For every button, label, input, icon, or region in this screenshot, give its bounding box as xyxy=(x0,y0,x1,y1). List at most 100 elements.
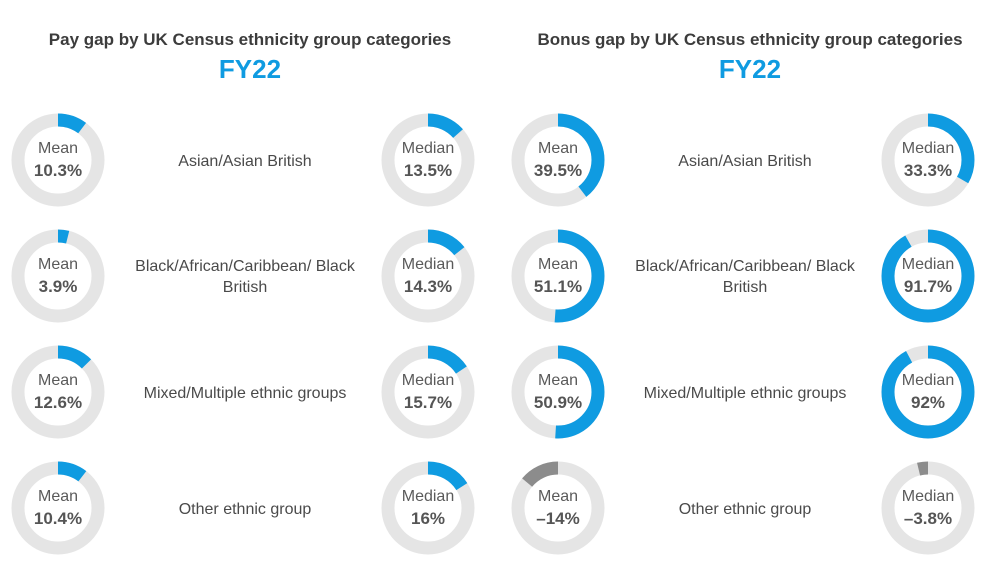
median-label: Median xyxy=(901,372,955,389)
mean-label: Mean xyxy=(537,140,579,157)
mean-donut-svg xyxy=(11,113,105,207)
mean-donut-svg xyxy=(11,345,105,439)
median-label: Median xyxy=(401,256,455,273)
median-donut-svg xyxy=(381,113,475,207)
panel-title: Pay gap by UK Census ethnicity group cat… xyxy=(48,30,452,49)
mean-label: Mean xyxy=(537,488,579,505)
donut-value-arc xyxy=(11,461,105,555)
category-row: Mean 10.4% Other ethnic group Median 16% xyxy=(0,460,500,572)
category-row: Mean 10.3% Asian/Asian British Median 13.5% xyxy=(0,112,500,224)
mean-label: Mean xyxy=(37,488,79,505)
median-value: 15.7% xyxy=(403,393,453,412)
mean-donut: Mean 12.6% xyxy=(10,344,106,440)
mean-value: 51.1% xyxy=(533,277,583,296)
mean-value: 10.4% xyxy=(33,509,83,528)
donut-value-arc xyxy=(511,229,605,323)
median-value: 33.3% xyxy=(903,161,953,180)
donut-track xyxy=(11,229,105,323)
mean-label: Mean xyxy=(37,256,79,273)
median-donut: Median 15.7% xyxy=(380,344,476,440)
donut-value-arc xyxy=(881,229,975,323)
donut-value-arc xyxy=(381,229,475,323)
median-donut-svg xyxy=(381,229,475,323)
median-donut-svg xyxy=(881,113,975,207)
donut-value-arc xyxy=(381,461,475,555)
median-value: 16% xyxy=(410,509,446,528)
donut-track xyxy=(11,113,105,207)
ethnicity-group-label: Black/African/Caribbean/ Black British xyxy=(635,258,855,296)
median-donut: Median –3.8% xyxy=(880,460,976,556)
pay-gap-panel: Pay gap by UK Census ethnicity group cat… xyxy=(0,30,500,572)
donut-value-arc xyxy=(381,345,475,439)
ethnicity-group-label: Asian/Asian British xyxy=(178,152,312,170)
ethnicity-group-label: Black/African/Caribbean/ Black British xyxy=(135,258,355,296)
mean-donut-svg xyxy=(511,229,605,323)
mean-value: 12.6% xyxy=(33,393,83,412)
mean-donut-svg xyxy=(11,229,105,323)
ethnicity-group-label: Other ethnic group xyxy=(178,500,312,518)
ethnicity-group-label: Asian/Asian British xyxy=(678,152,812,170)
median-donut-svg xyxy=(381,461,475,555)
category-row: Mean 50.9% Mixed/Multiple ethnic groups Med… xyxy=(500,344,1000,456)
mean-label: Mean xyxy=(537,256,579,273)
median-label: Median xyxy=(901,140,955,157)
mean-value: 50.9% xyxy=(533,393,583,412)
donut-track xyxy=(11,461,105,555)
mean-value: –14% xyxy=(536,509,580,528)
median-donut: Median 13.5% xyxy=(380,112,476,208)
median-donut: Median 33.3% xyxy=(880,112,976,208)
panel-title: Bonus gap by UK Census ethnicity group c… xyxy=(537,30,963,49)
median-donut: Median 91.7% xyxy=(880,228,976,324)
donut-value-arc xyxy=(881,345,975,439)
median-value: 92% xyxy=(910,393,946,412)
donut-value-arc xyxy=(881,461,975,555)
ethnicity-group-label: Mixed/Multiple ethnic groups xyxy=(643,384,847,402)
mean-value: 39.5% xyxy=(533,161,583,180)
median-donut-svg xyxy=(381,345,475,439)
median-donut: Median 16% xyxy=(380,460,476,556)
median-donut-svg xyxy=(881,229,975,323)
median-label: Median xyxy=(901,256,955,273)
median-value: 13.5% xyxy=(403,161,453,180)
mean-donut-svg xyxy=(511,113,605,207)
ethnicity-group-label: Other ethnic group xyxy=(678,500,812,518)
mean-value: 3.9% xyxy=(38,277,78,296)
mean-donut: Mean 10.4% xyxy=(10,460,106,556)
mean-value: 10.3% xyxy=(33,161,83,180)
median-donut: Median 14.3% xyxy=(380,228,476,324)
panel-subtitle: FY22 xyxy=(718,54,782,84)
mean-donut: Mean 51.1% xyxy=(510,228,606,324)
donut-value-arc xyxy=(11,113,105,207)
category-row: Mean 51.1% Black/African/Caribbean/ Black … xyxy=(500,228,1000,340)
category-row: Mean 3.9% Black/African/Caribbean/ Black B… xyxy=(0,228,500,340)
mean-donut: Mean 50.9% xyxy=(510,344,606,440)
mean-donut: Mean 10.3% xyxy=(10,112,106,208)
donut-value-arc xyxy=(11,345,105,439)
mean-donut: Mean –14% xyxy=(510,460,606,556)
ethnicity-group-label: Mixed/Multiple ethnic groups xyxy=(143,384,347,402)
mean-donut-svg xyxy=(511,461,605,555)
median-value: 91.7% xyxy=(903,277,953,296)
median-donut: Median 92% xyxy=(880,344,976,440)
mean-donut-svg xyxy=(11,461,105,555)
mean-label: Mean xyxy=(537,372,579,389)
donut-value-arc xyxy=(11,229,105,323)
median-label: Median xyxy=(401,372,455,389)
bonus-gap-panel: Bonus gap by UK Census ethnicity group c… xyxy=(500,0,1000,577)
category-row: Mean 12.6% Mixed/Multiple ethnic groups Med… xyxy=(0,344,500,456)
mean-label: Mean xyxy=(37,372,79,389)
donut-value-arc xyxy=(381,113,475,207)
median-value: –3.8% xyxy=(903,509,953,528)
donut-value-arc xyxy=(511,113,605,207)
donut-track xyxy=(881,461,975,555)
category-row: Mean 39.5% Asian/Asian British Median 33.3% xyxy=(500,112,1000,224)
donut-value-arc xyxy=(511,461,605,555)
mean-donut-svg xyxy=(511,345,605,439)
median-label: Median xyxy=(401,488,455,505)
mean-donut: Mean 39.5% xyxy=(510,112,606,208)
panel-subtitle: FY22 xyxy=(218,54,282,84)
category-row: Mean –14% Other ethnic group Median –3.8% xyxy=(500,460,1000,572)
donut-value-arc xyxy=(881,113,975,207)
median-value: 14.3% xyxy=(403,277,453,296)
mean-label: Mean xyxy=(37,140,79,157)
